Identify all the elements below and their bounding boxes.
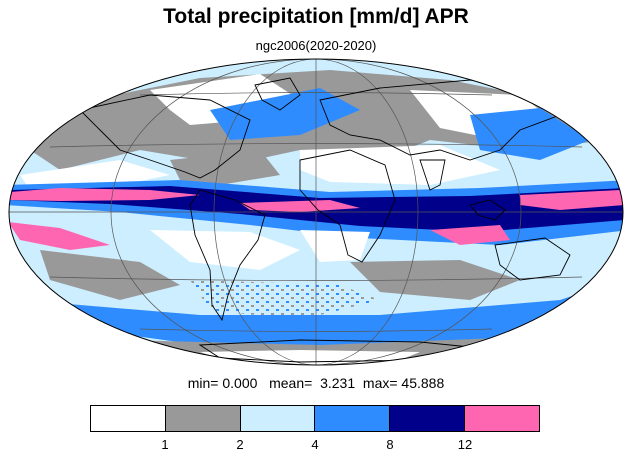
field-south-white (150, 230, 300, 270)
colorbar-box (91, 406, 166, 431)
field-sahara-white (300, 145, 500, 185)
field-south-gray (40, 250, 180, 300)
field-spcz-pink (9, 222, 110, 250)
min-label: min= (187, 375, 219, 391)
colorbar-box (165, 406, 241, 431)
mean-label: mean= (269, 375, 313, 391)
coast-south-america (189, 189, 266, 322)
coast-australia (494, 237, 571, 281)
colorbar-tick-label: 2 (236, 437, 244, 452)
max-label: max= (362, 375, 398, 391)
field-southern-blue (20, 280, 620, 345)
colorbar-tick-label: 4 (311, 437, 319, 452)
graticule (9, 59, 623, 365)
figure-subtitle: ngc2006(2020-2020) (255, 38, 377, 53)
field-itcz-pink (10, 188, 200, 201)
field-itcz-pink-3 (520, 190, 623, 210)
colorbar (90, 405, 540, 432)
colorbar-box (240, 406, 316, 431)
coast-africa (299, 149, 396, 263)
min-value: 0.000 (222, 375, 258, 391)
field-south-white-2 (300, 230, 370, 262)
field-indo-pink (430, 225, 510, 245)
field-itcz-pink-2 (240, 200, 360, 212)
mean-value: 3.231 (320, 375, 356, 391)
figure-title: Total precipitation [mm/d] APR (163, 5, 469, 28)
colorbar-tick-label: 1 (161, 437, 169, 452)
field-north-blue-2 (470, 108, 590, 160)
colorbar-box (465, 406, 539, 431)
map-fields (9, 59, 623, 365)
colorbar-box (315, 406, 391, 431)
field-natl-gray (170, 150, 280, 185)
colorbar-ticks: 1 2 4 8 12 (90, 437, 540, 455)
coast-greenland (254, 77, 301, 111)
coast-india (419, 159, 446, 191)
coast-north-america (79, 94, 251, 179)
colorbar-tick-label: 8 (386, 437, 394, 452)
coast-indonesia (469, 199, 506, 221)
max-value: 45.888 (401, 375, 445, 391)
statistics-line: min= 0.000 mean= 3.231 max= 45.888 (0, 375, 632, 391)
colorbar-box (390, 406, 466, 431)
globe-border (8, 58, 624, 366)
colorbar-tick-label: 12 (457, 437, 473, 452)
